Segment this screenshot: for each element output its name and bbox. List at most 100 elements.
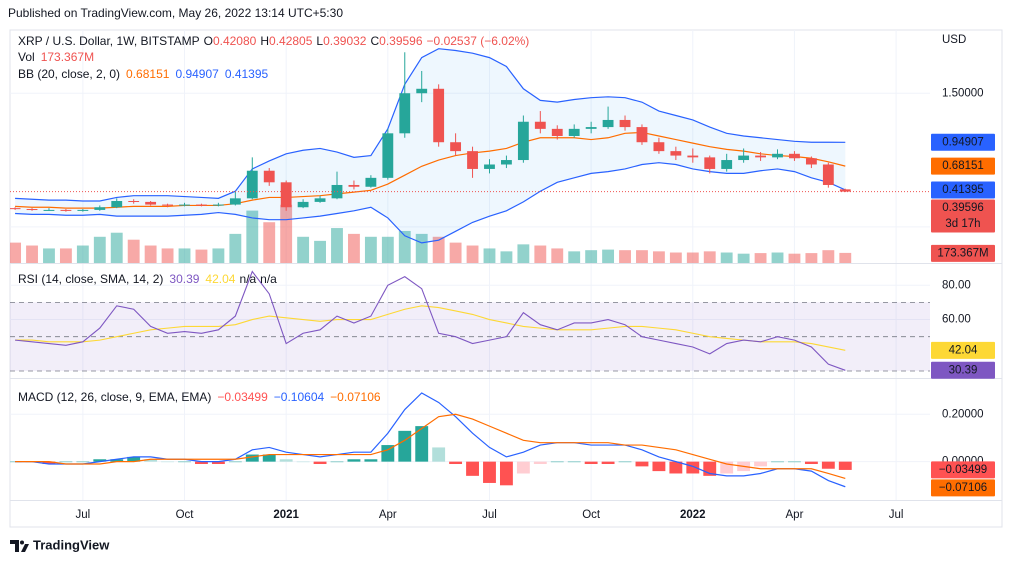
histogram-bar: [195, 461, 208, 465]
price-axis-badge-label: 0.94907: [942, 136, 984, 148]
candle-body: [43, 209, 55, 211]
volume-bar: [754, 253, 767, 263]
legend-value: −0.10604: [274, 390, 325, 404]
histogram-bar: [669, 461, 683, 474]
volume-bar: [331, 228, 343, 263]
candle-body: [60, 209, 72, 211]
candle-body: [416, 88, 428, 94]
histogram-bar: [601, 461, 615, 465]
price-axis-badge-label: 0.68151: [942, 160, 984, 172]
legend-title: MACD (12, 26, close, 9, EMA, EMA): [18, 390, 211, 404]
volume-bar: [93, 236, 106, 263]
pane: [10, 30, 930, 263]
candle-body: [738, 155, 750, 161]
histogram-bar: [584, 461, 598, 465]
histogram-bar: [635, 461, 649, 467]
candle-body: [365, 177, 377, 187]
volume-bar: [432, 236, 445, 263]
histogram-bar: [483, 461, 496, 483]
volume-bar: [229, 233, 242, 263]
histogram-bar: [804, 461, 818, 465]
volume-bar: [297, 236, 310, 263]
price-axis-unit: USD: [942, 34, 966, 46]
pane: [10, 264, 930, 378]
histogram-bar: [652, 461, 666, 472]
candle-body: [77, 209, 89, 211]
volume-bar: [585, 250, 598, 263]
price-axis-badge-label: 0.41395: [942, 184, 984, 196]
price-axis-badge-label: 30.39: [949, 364, 978, 376]
histogram-bar: [550, 461, 564, 463]
candle-body: [704, 157, 716, 169]
x-tick-label: 2022: [680, 509, 706, 521]
candle-body: [94, 207, 106, 210]
candle-body: [687, 155, 699, 158]
legend-title: XRP / U.S. Dollar, 1W, BITSTAMP: [18, 34, 200, 48]
legend: RSI (14, close, SMA, 14, 2) 30.39 42.04 n/a…: [18, 272, 277, 286]
band-line: [15, 131, 846, 209]
candle-body: [619, 119, 631, 128]
histogram-bar: [466, 461, 479, 476]
legend-title: BB (20, close, 2, 0): [18, 67, 120, 81]
histogram-bar: [42, 461, 56, 465]
histogram-bar: [262, 454, 276, 462]
volume-bar: [280, 204, 293, 263]
candle-body: [670, 151, 682, 156]
histogram-bar: [211, 461, 225, 465]
histogram-bar: [93, 459, 107, 462]
y-tick-label: 60.00: [942, 314, 971, 326]
brand-logo: [10, 540, 29, 552]
volume-bar: [26, 245, 38, 263]
x-tick-label: 2021: [273, 509, 299, 521]
candle-body: [636, 127, 648, 143]
candle-body: [229, 198, 241, 205]
indicator-line: [15, 270, 846, 371]
volume-bar: [381, 236, 394, 263]
candle-body: [162, 204, 173, 206]
brand-name: TradingView: [33, 537, 110, 552]
legend-prefix: C: [370, 34, 379, 48]
candle-body: [280, 182, 292, 208]
volume-bar: [314, 240, 326, 263]
volume-bar: [76, 245, 89, 263]
legend-value: 42.04: [205, 272, 235, 286]
price-axis-badge: [931, 361, 995, 379]
volume-bar: [212, 248, 225, 263]
indicator-line: [15, 305, 846, 351]
y-tick-label: 80.00: [942, 279, 971, 291]
price-axis-badge: [931, 181, 995, 199]
x-tick-label: Oct: [176, 509, 195, 521]
candle-body: [551, 128, 563, 136]
histogram-bar: [499, 461, 513, 486]
candle-body: [602, 119, 614, 128]
volume-bar: [348, 233, 360, 263]
histogram-bar: [161, 461, 175, 463]
histogram-bar: [567, 461, 581, 463]
price-axis-badge: [931, 157, 995, 175]
candle-body: [297, 201, 309, 208]
histogram-bar: [76, 461, 90, 463]
histogram-bar: [771, 461, 784, 463]
histogram-bar: [533, 461, 547, 465]
price-axis-badge-label: 42.04: [949, 344, 978, 356]
band-line: [15, 162, 846, 244]
candle-body: [196, 204, 207, 206]
volume-bar: [669, 252, 682, 263]
published-note: Published on TradingView.com, May 26, 20…: [8, 6, 343, 20]
histogram-bar: [127, 456, 141, 462]
histogram-bar: [110, 459, 124, 462]
band-fill: [15, 48, 846, 243]
histogram-bar: [720, 461, 734, 474]
legend-value: 0.39596: [379, 34, 423, 48]
y-tick-label: 1.50000: [942, 87, 984, 99]
candle-body: [331, 184, 343, 199]
candle-body: [789, 153, 800, 159]
legend-title: Vol: [18, 50, 35, 64]
volume-bar: [551, 248, 564, 263]
legend-value: n/a: [260, 272, 277, 286]
candle-body: [517, 121, 529, 161]
x-tick-label: Apr: [786, 509, 804, 521]
legend-prefix: L: [316, 34, 323, 48]
volume-bar: [788, 253, 801, 263]
